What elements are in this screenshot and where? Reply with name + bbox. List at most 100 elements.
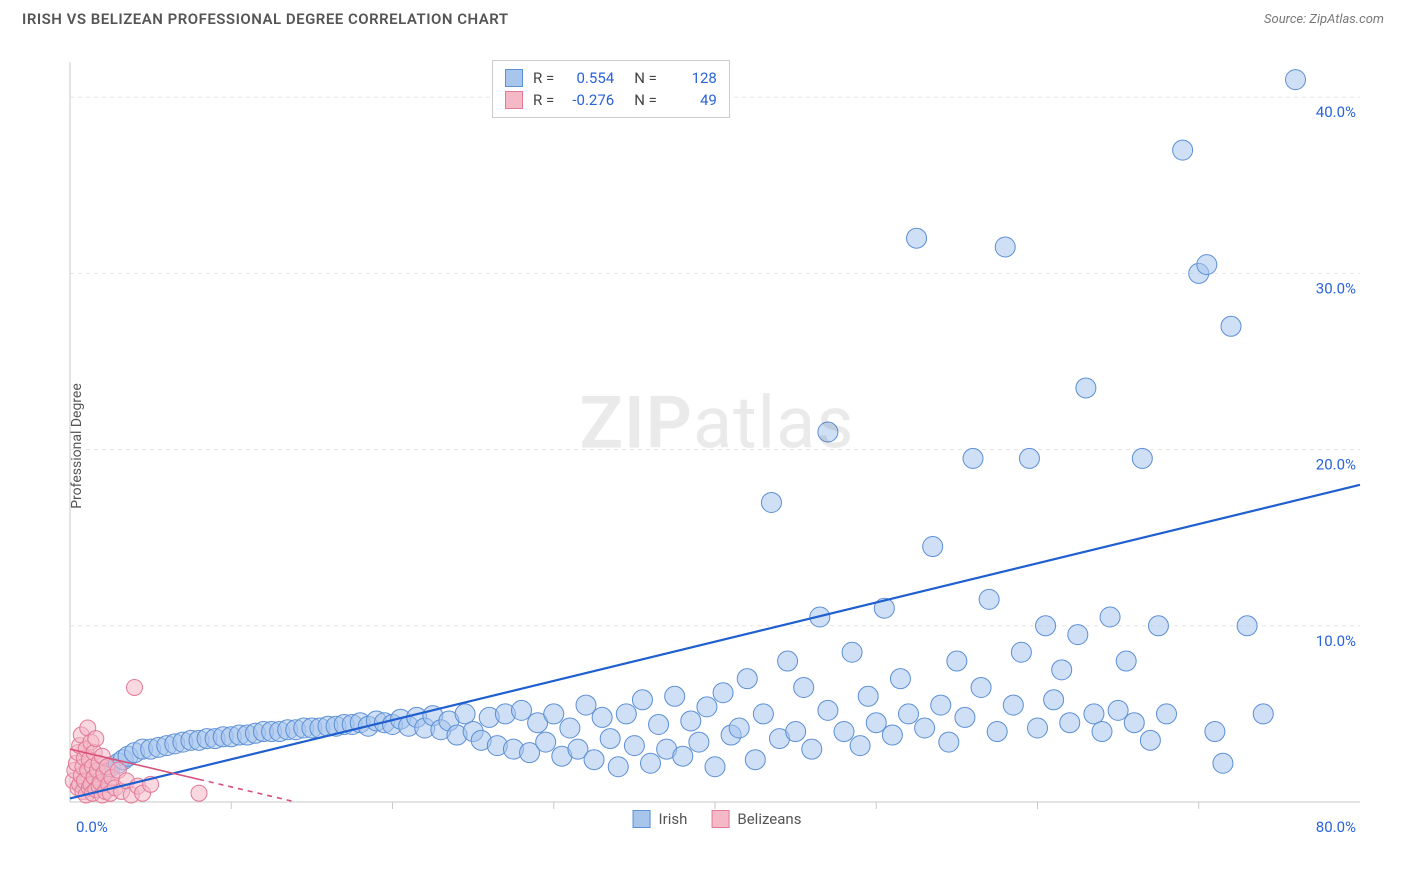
data-point — [1253, 704, 1273, 724]
data-point — [1060, 713, 1080, 733]
data-point — [745, 750, 765, 770]
data-point — [592, 707, 612, 727]
data-point — [1100, 607, 1120, 627]
legend-r-label: R = — [533, 69, 554, 87]
data-point — [1157, 704, 1177, 724]
data-point — [995, 237, 1015, 257]
chart-svg: 10.0%20.0%30.0%40.0%0.0%80.0% — [52, 44, 1382, 834]
legend-n-value: 49 — [667, 91, 717, 109]
legend-r-label: R = — [533, 91, 554, 109]
data-point — [1173, 140, 1193, 160]
data-point — [882, 725, 902, 745]
data-point — [1132, 448, 1152, 468]
series-legend-label: Irish — [659, 810, 688, 828]
data-point — [560, 718, 580, 738]
data-point — [713, 683, 733, 703]
data-point — [794, 677, 814, 697]
legend-row: R =0.554N =128 — [505, 67, 717, 89]
data-point — [641, 753, 661, 773]
data-point — [729, 718, 749, 738]
data-point — [1205, 722, 1225, 742]
legend-r-value: 0.554 — [564, 69, 614, 87]
data-point — [1052, 660, 1072, 680]
data-point — [842, 642, 862, 662]
data-point — [584, 750, 604, 770]
data-point — [786, 722, 806, 742]
data-point — [1092, 722, 1112, 742]
svg-text:20.0%: 20.0% — [1316, 456, 1356, 474]
data-point — [1036, 616, 1056, 636]
data-point — [576, 695, 596, 715]
data-point — [689, 732, 709, 752]
data-point — [624, 736, 644, 756]
series-legend-label: Belizeans — [737, 810, 801, 828]
data-point — [681, 711, 701, 731]
data-point — [915, 718, 935, 738]
data-point — [987, 722, 1007, 742]
data-point — [1011, 642, 1031, 662]
data-point — [850, 736, 870, 756]
data-point — [955, 707, 975, 727]
legend-r-value: -0.276 — [564, 91, 614, 109]
data-point — [649, 714, 669, 734]
data-point — [616, 704, 636, 724]
series-legend: Irish Belizeans — [633, 810, 802, 828]
data-point — [818, 422, 838, 442]
data-point — [818, 700, 838, 720]
data-point — [1221, 316, 1241, 336]
data-point — [899, 704, 919, 724]
data-point — [600, 729, 620, 749]
correlation-chart: 10.0%20.0%30.0%40.0%0.0%80.0% ZIPatlas R… — [52, 44, 1382, 834]
chart-title: IRISH VS BELIZEAN PROFESSIONAL DEGREE CO… — [22, 10, 509, 28]
data-point — [1019, 448, 1039, 468]
series-legend-item: Irish — [633, 810, 688, 828]
legend-swatch — [505, 91, 523, 109]
svg-text:40.0%: 40.0% — [1316, 103, 1356, 121]
data-point — [512, 700, 532, 720]
legend-n-value: 128 — [667, 69, 717, 87]
data-point — [1044, 690, 1064, 710]
data-point — [890, 669, 910, 689]
data-point — [455, 704, 475, 724]
data-point — [1068, 625, 1088, 645]
data-point — [963, 448, 983, 468]
data-point — [1108, 700, 1128, 720]
data-point — [665, 686, 685, 706]
data-point — [866, 713, 886, 733]
data-point — [931, 695, 951, 715]
svg-text:30.0%: 30.0% — [1316, 279, 1356, 297]
data-point — [1084, 704, 1104, 724]
legend-row: R = -0.276 N = 49 — [505, 89, 717, 111]
data-point — [971, 677, 991, 697]
data-point — [907, 228, 927, 248]
data-point — [544, 704, 564, 724]
data-point — [1140, 730, 1160, 750]
data-point — [1148, 616, 1168, 636]
data-point — [947, 651, 967, 671]
data-point — [1124, 713, 1144, 733]
data-point — [1003, 695, 1023, 715]
data-point — [858, 686, 878, 706]
data-point — [753, 704, 773, 724]
legend-swatch — [711, 810, 729, 828]
data-point — [1197, 255, 1217, 275]
svg-text:0.0%: 0.0% — [76, 818, 108, 834]
correlation-legend: R = 0.554 N = 128 R = -0.276 N = 49 — [492, 60, 730, 118]
data-point — [737, 669, 757, 689]
data-point — [608, 757, 628, 777]
data-point — [979, 589, 999, 609]
svg-text:10.0%: 10.0% — [1316, 632, 1356, 650]
legend-n-label: N = — [634, 91, 657, 109]
data-point — [632, 690, 652, 710]
data-point — [1076, 378, 1096, 398]
legend-swatch — [505, 69, 523, 87]
data-point — [705, 757, 725, 777]
data-point — [1028, 718, 1048, 738]
legend-swatch — [633, 810, 651, 828]
series-legend-item: Belizeans — [711, 810, 801, 828]
data-point — [802, 739, 822, 759]
data-point — [1286, 70, 1306, 90]
data-point — [834, 722, 854, 742]
data-point — [127, 679, 143, 695]
data-point — [778, 651, 798, 671]
